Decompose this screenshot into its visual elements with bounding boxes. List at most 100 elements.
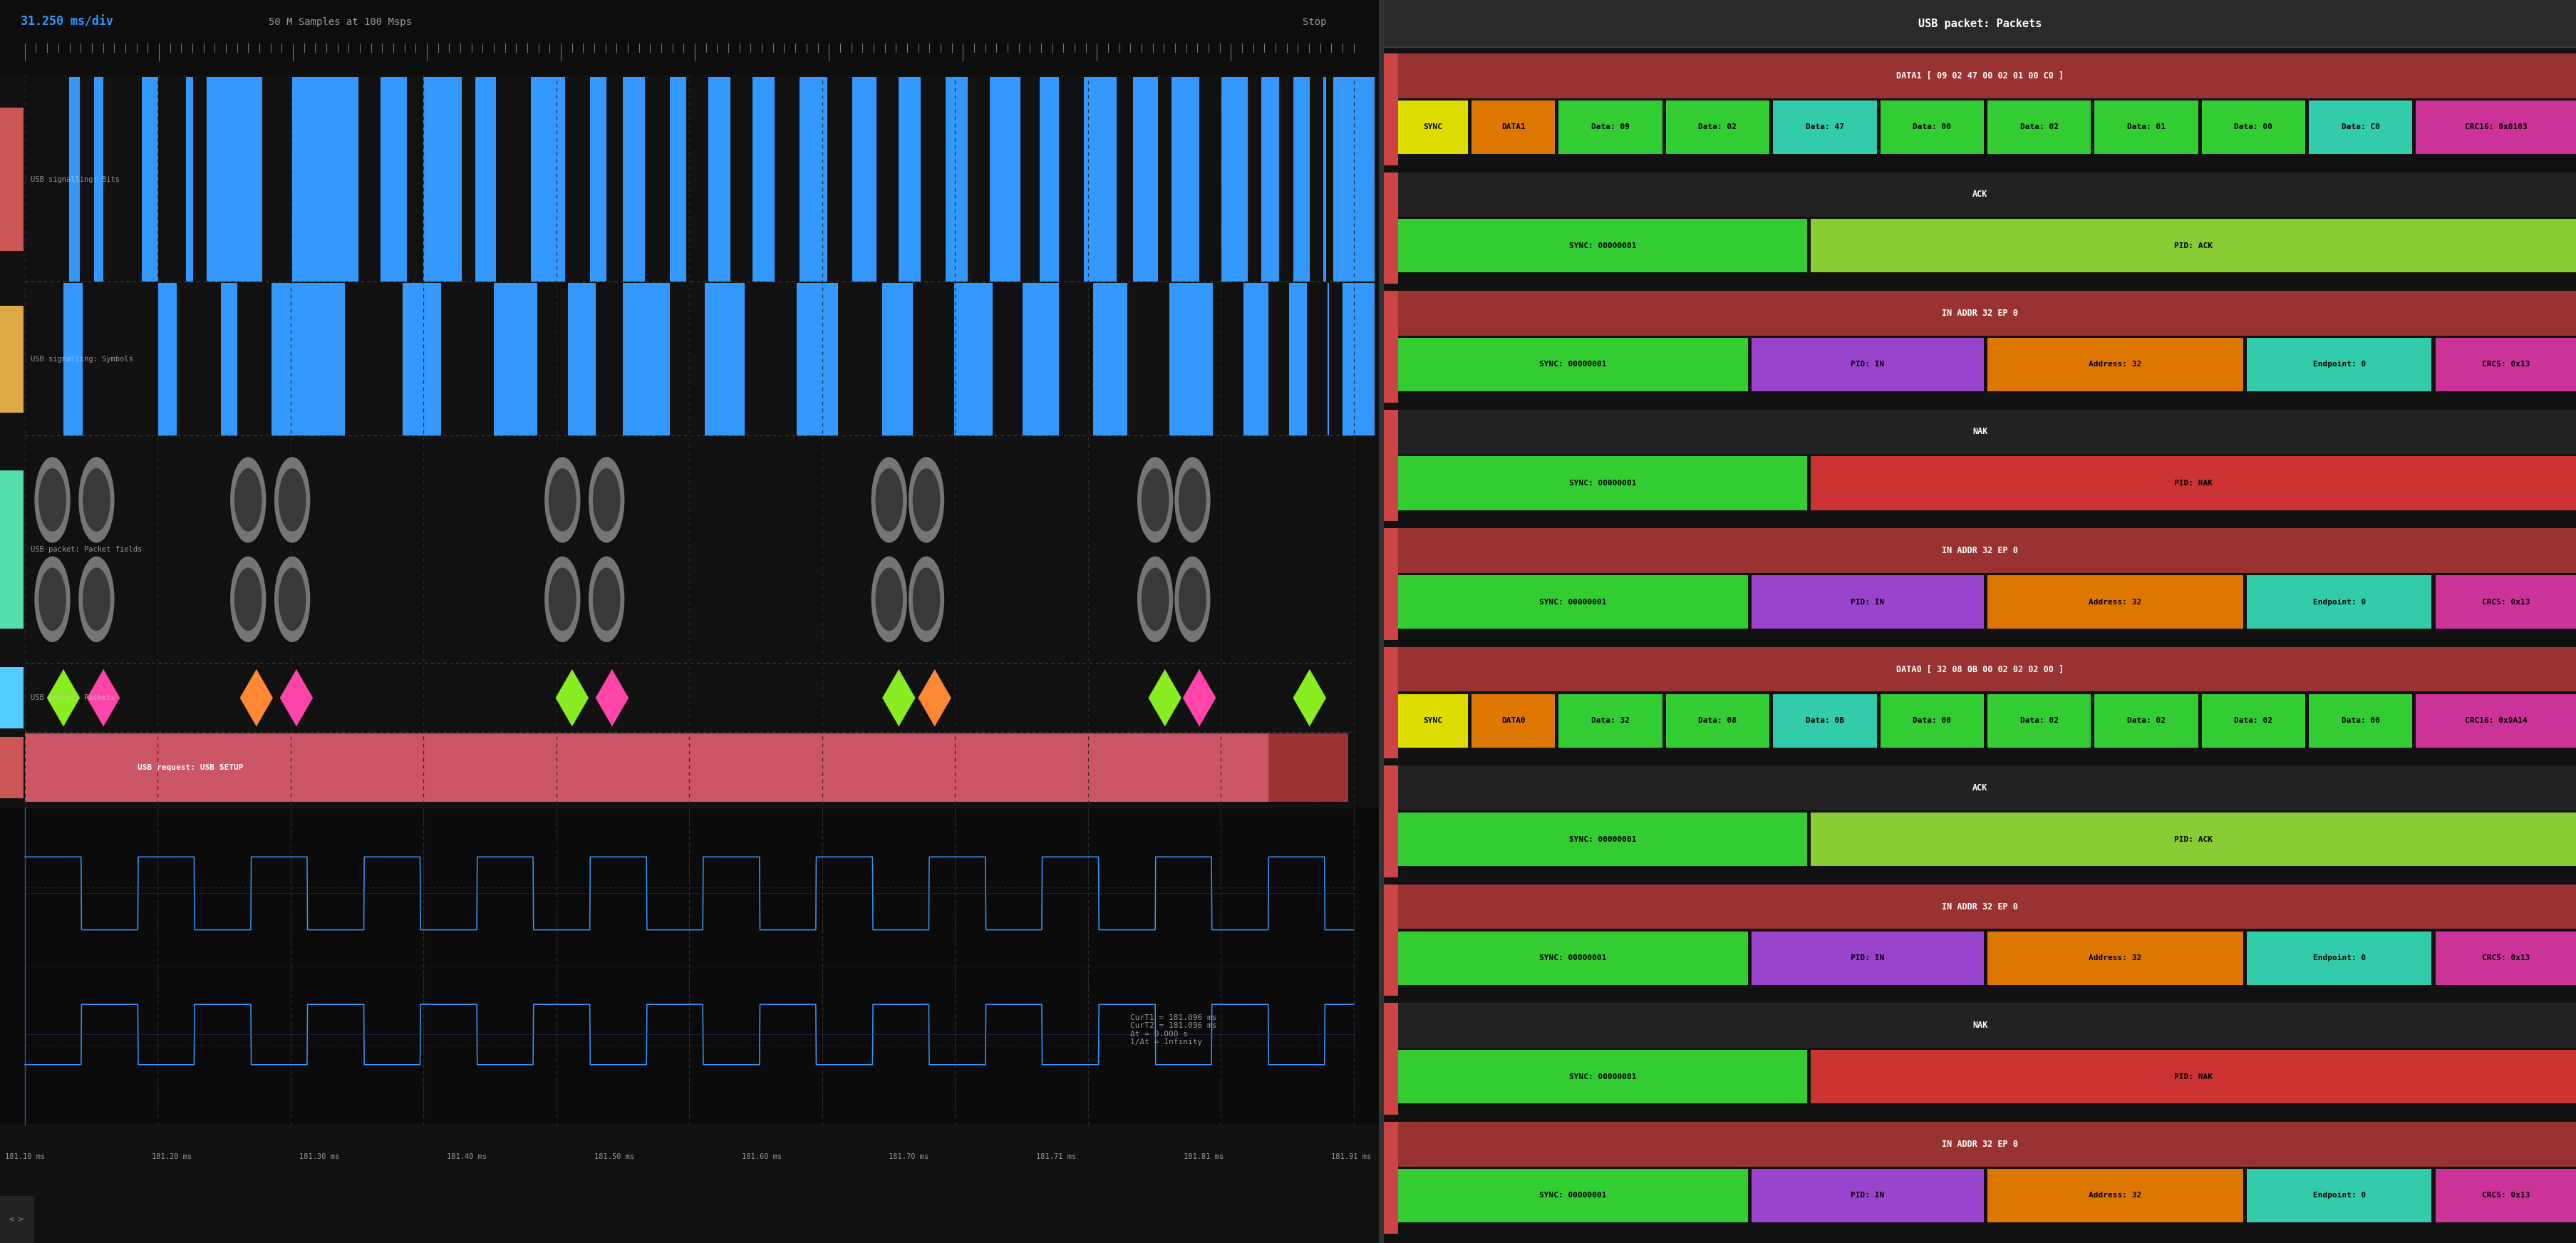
Text: 181.70 ms: 181.70 ms	[889, 1154, 930, 1161]
Text: Data: 02: Data: 02	[2125, 717, 2164, 725]
Polygon shape	[1182, 669, 1216, 727]
Bar	[1880, 694, 1984, 747]
Bar	[1128, 283, 1170, 435]
Bar	[2434, 931, 2576, 984]
Text: PID: IN: PID: IN	[1850, 955, 1883, 962]
Bar	[2434, 576, 2576, 629]
Ellipse shape	[871, 557, 907, 643]
Bar	[1399, 53, 2576, 98]
Polygon shape	[240, 669, 273, 727]
Text: 181.71 ms: 181.71 ms	[1036, 1154, 1077, 1161]
Text: Endpoint: 0: Endpoint: 0	[2313, 955, 2365, 962]
Ellipse shape	[33, 557, 70, 643]
Text: USB signalling: Symbols: USB signalling: Symbols	[31, 355, 134, 363]
Bar	[1306, 283, 1327, 435]
Bar	[1399, 410, 2576, 454]
Text: IN ADDR 32 EP 0: IN ADDR 32 EP 0	[1942, 546, 2017, 556]
Bar	[345, 283, 402, 435]
Bar	[1752, 338, 1984, 392]
Text: CRC5: 0x13: CRC5: 0x13	[2481, 360, 2530, 368]
Text: SYNC: 00000001: SYNC: 00000001	[1569, 242, 1636, 250]
Text: SYNC: SYNC	[1422, 123, 1443, 131]
Bar	[1772, 101, 1875, 154]
Text: Stop: Stop	[1303, 16, 1327, 27]
Bar	[1309, 77, 1324, 282]
Bar	[80, 77, 93, 282]
Bar	[1399, 885, 2576, 929]
Bar	[237, 283, 270, 435]
Bar	[103, 77, 142, 282]
Bar	[0, 1196, 33, 1243]
Text: SYNC: 00000001: SYNC: 00000001	[1569, 480, 1636, 487]
Bar	[1399, 766, 2576, 810]
Bar	[1157, 77, 1172, 282]
Bar	[1986, 694, 2089, 747]
Text: USB packet: Packets: USB packet: Packets	[31, 695, 116, 701]
Text: 181.10 ms: 181.10 ms	[5, 1154, 44, 1161]
Text: Address: 32: Address: 32	[2089, 360, 2141, 368]
Text: DATA1 [ 09 02 47 00 02 01 00 C0 ]: DATA1 [ 09 02 47 00 02 01 00 C0 ]	[1896, 71, 2063, 81]
Bar	[82, 283, 160, 435]
Ellipse shape	[876, 469, 902, 532]
Bar	[1811, 219, 2576, 272]
Bar	[1752, 576, 1984, 629]
Text: Data: 01: Data: 01	[2125, 123, 2164, 131]
Bar	[1880, 101, 1984, 154]
Text: PID: ACK: PID: ACK	[2174, 835, 2213, 843]
Text: Endpoint: 0: Endpoint: 0	[2313, 1192, 2365, 1199]
Text: Data: 09: Data: 09	[1592, 123, 1628, 131]
Text: PID: NAK: PID: NAK	[2174, 480, 2213, 487]
Ellipse shape	[229, 457, 265, 543]
Text: 181.91 ms: 181.91 ms	[1332, 1154, 1370, 1161]
Bar	[26, 436, 1373, 663]
Text: 181.20 ms: 181.20 ms	[152, 1154, 193, 1161]
Text: CRC5: 0x13: CRC5: 0x13	[2481, 598, 2530, 605]
Bar	[1399, 291, 2576, 336]
Bar	[1327, 77, 1332, 282]
Bar	[1986, 101, 2089, 154]
Bar	[1399, 338, 1747, 392]
Bar	[1986, 931, 2244, 984]
Bar	[1399, 646, 2576, 691]
Bar	[26, 283, 1373, 435]
Text: Address: 32: Address: 32	[2089, 955, 2141, 962]
Bar	[2094, 694, 2197, 747]
Bar	[1059, 283, 1092, 435]
Bar	[440, 283, 495, 435]
Bar	[1667, 101, 1770, 154]
Ellipse shape	[229, 557, 265, 643]
Bar	[407, 77, 422, 282]
Text: 31.250 ms/div: 31.250 ms/div	[21, 15, 113, 29]
Bar	[497, 77, 531, 282]
Bar	[1383, 766, 1399, 878]
Text: CRC5: 0x13: CRC5: 0x13	[2481, 1192, 2530, 1199]
Bar	[1278, 77, 1293, 282]
Ellipse shape	[549, 568, 577, 631]
Bar	[1986, 338, 2244, 392]
Bar	[1558, 101, 1662, 154]
Text: CRC5: 0x13: CRC5: 0x13	[2481, 955, 2530, 962]
Ellipse shape	[544, 557, 580, 643]
Text: Data: 00: Data: 00	[1911, 717, 1950, 725]
Ellipse shape	[1136, 557, 1172, 643]
Ellipse shape	[909, 457, 943, 543]
Bar	[1383, 173, 1399, 283]
Text: USB signalling: Bits: USB signalling: Bits	[31, 177, 118, 183]
Polygon shape	[88, 669, 121, 727]
Bar	[2308, 101, 2411, 154]
Bar	[0, 667, 23, 728]
Bar	[744, 283, 796, 435]
Bar	[26, 664, 1373, 732]
Bar	[775, 77, 799, 282]
Text: PID: IN: PID: IN	[1850, 598, 1883, 605]
Bar	[1383, 53, 1399, 165]
Ellipse shape	[1175, 557, 1211, 643]
Ellipse shape	[549, 469, 577, 532]
Text: USB request: USB SETUP: USB request: USB SETUP	[139, 763, 245, 771]
Ellipse shape	[544, 457, 580, 543]
Text: Data: 0B: Data: 0B	[1806, 717, 1844, 725]
Bar	[1399, 1122, 2576, 1166]
Ellipse shape	[278, 568, 307, 631]
Bar	[1383, 885, 1399, 996]
Text: Data: 02: Data: 02	[2020, 717, 2058, 725]
